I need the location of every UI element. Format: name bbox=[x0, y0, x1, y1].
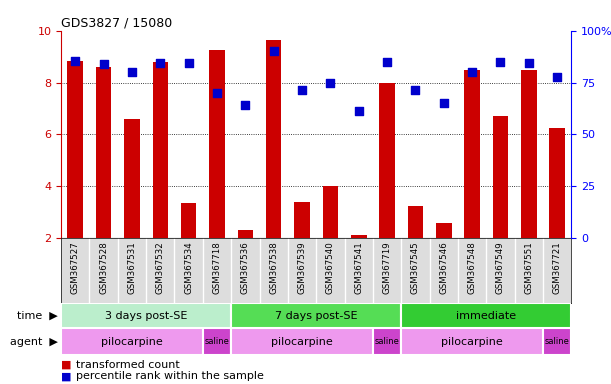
Text: saline: saline bbox=[205, 337, 229, 346]
Bar bbox=[521, 70, 536, 238]
Point bbox=[552, 74, 562, 81]
Bar bbox=[543, 328, 571, 355]
Point bbox=[354, 108, 364, 114]
Text: GSM367532: GSM367532 bbox=[156, 242, 165, 294]
Point bbox=[411, 87, 420, 93]
Text: GSM367538: GSM367538 bbox=[269, 242, 278, 294]
Bar bbox=[373, 328, 401, 355]
Bar bbox=[203, 328, 231, 355]
Text: saline: saline bbox=[544, 337, 569, 346]
Text: GSM367531: GSM367531 bbox=[128, 242, 136, 294]
Text: GSM367541: GSM367541 bbox=[354, 242, 363, 294]
Bar bbox=[61, 328, 203, 355]
Text: GSM367718: GSM367718 bbox=[213, 242, 222, 294]
Text: GSM367527: GSM367527 bbox=[71, 242, 80, 294]
Point bbox=[382, 59, 392, 65]
Bar bbox=[153, 62, 168, 238]
Text: GSM367551: GSM367551 bbox=[524, 242, 533, 294]
Bar bbox=[351, 235, 367, 238]
Bar bbox=[209, 50, 225, 238]
Text: GSM367546: GSM367546 bbox=[439, 242, 448, 294]
Bar bbox=[379, 83, 395, 238]
Bar bbox=[61, 303, 231, 328]
Text: GSM367548: GSM367548 bbox=[467, 242, 477, 294]
Text: agent  ▶: agent ▶ bbox=[10, 337, 58, 347]
Text: GSM367539: GSM367539 bbox=[298, 242, 307, 294]
Point bbox=[99, 61, 109, 68]
Text: pilocarpine: pilocarpine bbox=[271, 337, 333, 347]
Bar bbox=[408, 206, 423, 238]
Bar bbox=[295, 202, 310, 238]
Point bbox=[241, 101, 251, 108]
Bar bbox=[401, 303, 571, 328]
Point bbox=[496, 59, 505, 65]
Bar bbox=[124, 119, 140, 238]
Bar bbox=[181, 203, 197, 238]
Text: transformed count: transformed count bbox=[76, 360, 180, 370]
Bar bbox=[549, 128, 565, 238]
Point bbox=[439, 100, 448, 106]
Text: time  ▶: time ▶ bbox=[17, 311, 58, 321]
Text: ■: ■ bbox=[61, 360, 71, 370]
Text: GSM367540: GSM367540 bbox=[326, 242, 335, 294]
Bar bbox=[492, 116, 508, 238]
Text: 3 days post-SE: 3 days post-SE bbox=[105, 311, 188, 321]
Text: GSM367721: GSM367721 bbox=[552, 242, 562, 294]
Point bbox=[467, 69, 477, 75]
Text: 7 days post-SE: 7 days post-SE bbox=[275, 311, 357, 321]
Point bbox=[127, 69, 137, 75]
Text: GSM367719: GSM367719 bbox=[382, 242, 392, 294]
Bar bbox=[266, 40, 282, 238]
Text: GDS3827 / 15080: GDS3827 / 15080 bbox=[61, 17, 172, 30]
Point bbox=[297, 87, 307, 93]
Point bbox=[70, 58, 80, 64]
Text: GSM367549: GSM367549 bbox=[496, 242, 505, 294]
Bar bbox=[436, 223, 452, 238]
Text: saline: saline bbox=[375, 337, 400, 346]
Text: GSM367536: GSM367536 bbox=[241, 242, 250, 294]
Text: pilocarpine: pilocarpine bbox=[441, 337, 503, 347]
Bar bbox=[231, 328, 373, 355]
Point bbox=[155, 60, 165, 66]
Bar bbox=[231, 303, 401, 328]
Text: GSM367528: GSM367528 bbox=[99, 242, 108, 294]
Bar bbox=[401, 328, 543, 355]
Bar bbox=[67, 61, 83, 238]
Point bbox=[184, 60, 194, 66]
Text: percentile rank within the sample: percentile rank within the sample bbox=[76, 371, 264, 381]
Text: GSM367545: GSM367545 bbox=[411, 242, 420, 294]
Bar bbox=[96, 67, 111, 238]
Bar bbox=[323, 186, 338, 238]
Text: pilocarpine: pilocarpine bbox=[101, 337, 163, 347]
Point bbox=[326, 79, 335, 86]
Bar bbox=[238, 230, 253, 238]
Text: ■: ■ bbox=[61, 371, 71, 381]
Text: immediate: immediate bbox=[456, 311, 516, 321]
Text: GSM367534: GSM367534 bbox=[184, 242, 193, 294]
Point bbox=[212, 90, 222, 96]
Bar bbox=[464, 70, 480, 238]
Point bbox=[524, 60, 533, 66]
Point bbox=[269, 48, 279, 55]
